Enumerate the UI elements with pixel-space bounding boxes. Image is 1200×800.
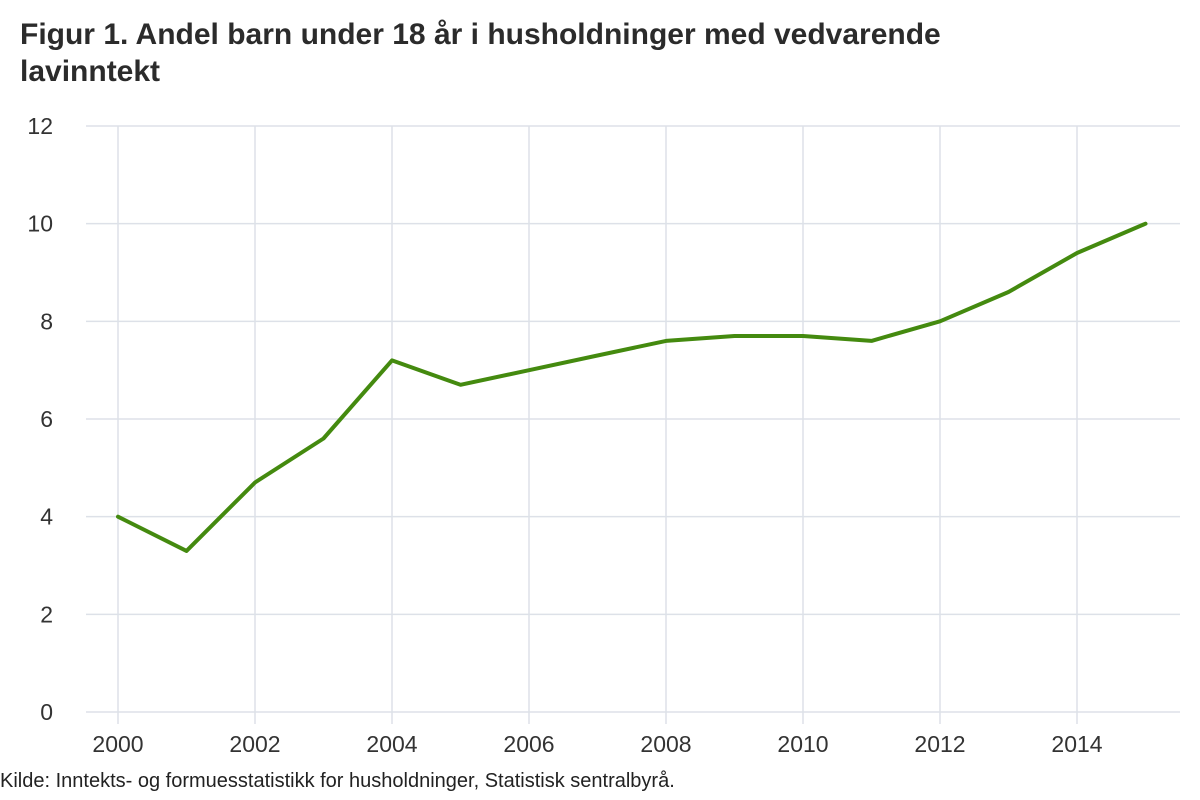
y-tick-label: 2 bbox=[40, 601, 53, 627]
data-point bbox=[870, 339, 874, 343]
data-point bbox=[322, 437, 326, 441]
x-tick-label: 2002 bbox=[229, 731, 280, 757]
data-point bbox=[938, 319, 942, 323]
x-tick-label: 2010 bbox=[777, 731, 828, 757]
data-point bbox=[1007, 290, 1011, 294]
data-point bbox=[116, 515, 120, 519]
data-point bbox=[1144, 222, 1148, 226]
data-point bbox=[596, 354, 600, 358]
x-tick-label: 2006 bbox=[503, 731, 554, 757]
x-tick-label: 2014 bbox=[1051, 731, 1102, 757]
data-point bbox=[390, 358, 394, 362]
gridlines bbox=[86, 125, 1180, 724]
data-point bbox=[253, 480, 257, 484]
data-point bbox=[1075, 251, 1079, 255]
y-tick-label: 10 bbox=[27, 211, 53, 237]
data-point bbox=[527, 368, 531, 372]
data-point bbox=[733, 334, 737, 338]
x-tick-label: 2000 bbox=[92, 731, 143, 757]
x-tick-label: 2012 bbox=[914, 731, 965, 757]
y-tick-label: 8 bbox=[40, 308, 53, 334]
y-tick-label: 12 bbox=[27, 113, 53, 139]
y-tick-label: 4 bbox=[40, 504, 53, 530]
data-point bbox=[185, 549, 189, 553]
source-note: Kilde: Inntekts- og formuesstatistikk fo… bbox=[0, 770, 675, 792]
data-point bbox=[664, 339, 668, 343]
chart-title: Figur 1. Andel barn under 18 år i hushol… bbox=[20, 18, 941, 88]
data-point bbox=[801, 334, 805, 338]
x-tick-label: 2004 bbox=[366, 731, 417, 757]
x-tick-label: 2008 bbox=[640, 731, 691, 757]
series-line bbox=[116, 221, 1148, 553]
series-layer bbox=[116, 221, 1148, 553]
data-point bbox=[459, 383, 463, 387]
y-tick-label: 0 bbox=[40, 699, 53, 725]
y-tick-label: 6 bbox=[40, 406, 53, 432]
axis-ticks: 0 2 4 6 8 10 12 2000 2002 2004 2006 2008 2010 2012 201… bbox=[27, 113, 1102, 757]
